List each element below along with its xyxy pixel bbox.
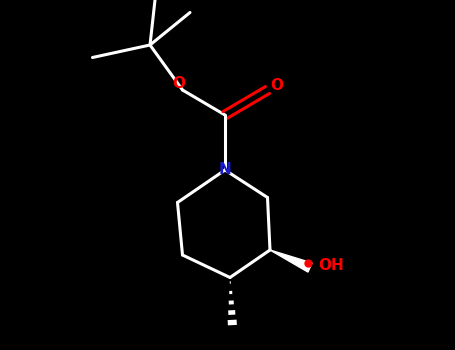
Text: O: O bbox=[270, 78, 283, 93]
Text: N: N bbox=[218, 161, 232, 176]
Text: OH: OH bbox=[318, 258, 344, 273]
Polygon shape bbox=[270, 250, 312, 272]
Text: O: O bbox=[172, 77, 185, 91]
